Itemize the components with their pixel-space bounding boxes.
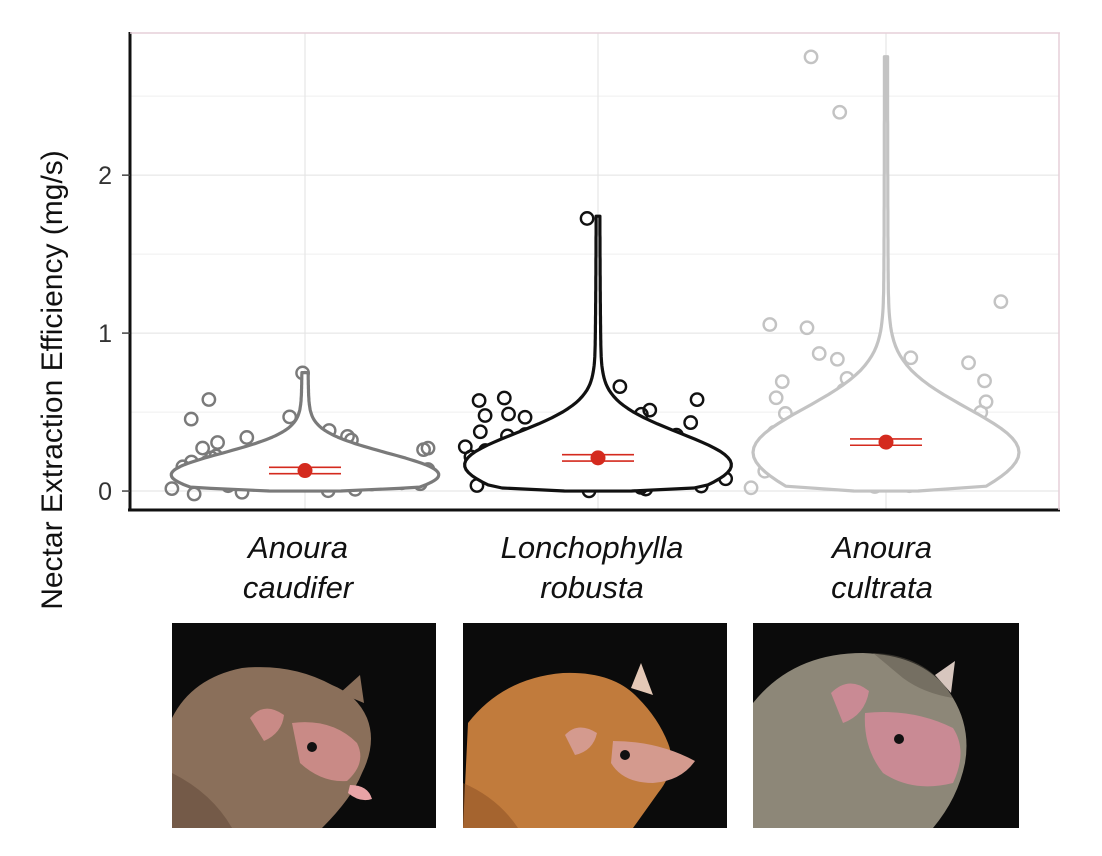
data-point [977, 373, 992, 389]
category-label-line1: Lonchophylla [501, 530, 684, 565]
y-tick-label: 0 [98, 478, 112, 506]
data-point [743, 480, 759, 496]
data-point [689, 392, 705, 408]
data-point [471, 393, 487, 408]
bat-shading [172, 773, 232, 828]
data-point [799, 320, 815, 336]
violin-shape [463, 214, 733, 493]
data-point [642, 402, 658, 418]
data-point [811, 346, 827, 361]
data-point [201, 392, 217, 407]
bat-eye [620, 750, 630, 760]
bat-snout [292, 722, 361, 782]
mean-point [297, 463, 313, 479]
series-anoura-caudifer [164, 365, 441, 502]
data-point [420, 440, 436, 456]
bat-inner-ear [250, 708, 284, 741]
bat-snout [864, 712, 961, 787]
series-anoura-cultrata [743, 49, 1021, 496]
y-tick-label: 1 [98, 320, 112, 348]
chart: 012 Nectar Extraction Efficiency (mg/s) … [36, 32, 1060, 610]
series-lonchophylla-robusta [457, 211, 734, 499]
data-point [183, 411, 199, 427]
violin-shape [169, 371, 441, 493]
data-point [762, 317, 778, 332]
axes [128, 32, 1060, 512]
data-point [472, 424, 488, 440]
bat-body [172, 667, 371, 828]
category-label-line2: caudifer [243, 570, 355, 605]
data-point [517, 409, 533, 425]
y-ticks: 0 1 2 [98, 162, 130, 506]
chart-marks [164, 49, 1021, 502]
data-point [210, 435, 225, 450]
category-label-line2: robusta [540, 570, 643, 605]
bat-tongue [348, 785, 372, 801]
data-point [239, 430, 255, 445]
bat-snout [611, 741, 695, 783]
x-category-labels: Anoura caudifer Lonchophylla robusta Ano… [243, 530, 933, 605]
bat-body [463, 672, 672, 828]
category-label-line2: cultrata [831, 570, 933, 605]
data-point [832, 104, 848, 120]
violin-shape [751, 55, 1021, 493]
mean-point [878, 434, 894, 450]
category-label-line1: Anoura [246, 530, 348, 565]
bat-photo-anoura-cultrata [753, 623, 1019, 828]
data-point [768, 390, 784, 406]
bat-eye [894, 734, 904, 744]
bat-eye [307, 742, 317, 752]
data-point [195, 440, 211, 456]
data-point [829, 351, 845, 367]
data-point [579, 211, 595, 226]
y-axis-label: Nectar Extraction Efficiency (mg/s) [36, 150, 69, 610]
data-point [683, 415, 699, 430]
category-label-line1: Anoura [830, 530, 932, 565]
bat-photo-anoura-caudifer [172, 623, 436, 828]
data-point [164, 481, 180, 497]
bat-shading [873, 653, 953, 698]
bat-shading [463, 783, 518, 828]
bat-ear [935, 661, 955, 693]
data-point [501, 406, 516, 422]
bat-inner-ear [831, 683, 869, 723]
data-point [477, 408, 493, 423]
data-point [612, 379, 628, 395]
data-point [803, 49, 819, 65]
data-point [903, 350, 919, 366]
bat-inner-ear [565, 727, 597, 755]
mean-point [590, 450, 606, 466]
bat-photo-lonchophylla-robusta [463, 623, 727, 828]
bat-ear [340, 675, 364, 703]
data-point [961, 355, 976, 371]
bat-ear [631, 663, 653, 695]
data-point [496, 390, 512, 406]
data-point [993, 294, 1009, 309]
data-point [186, 486, 202, 502]
data-point [774, 374, 790, 390]
y-tick-label: 2 [98, 162, 112, 190]
